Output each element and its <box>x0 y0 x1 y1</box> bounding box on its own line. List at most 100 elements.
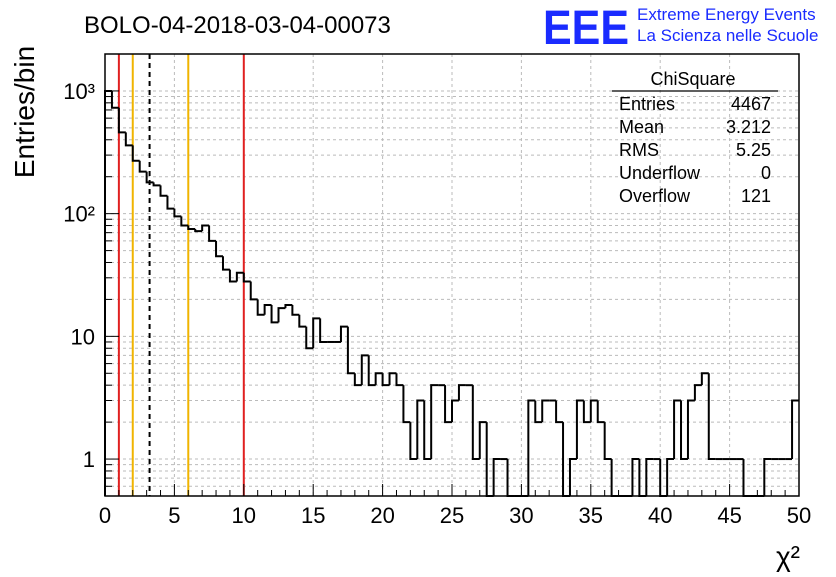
histogram-bin <box>221 256 230 271</box>
histogram-bin <box>249 281 258 301</box>
histogram-bin <box>444 385 452 424</box>
histogram-bin <box>117 107 126 134</box>
x-tick-label: 35 <box>579 503 603 528</box>
histogram-bin <box>388 372 397 386</box>
histogram-bin <box>208 225 217 242</box>
histogram-bin <box>680 400 688 461</box>
histogram-bin <box>138 160 147 173</box>
histogram-bin <box>527 399 536 496</box>
histogram-bin <box>159 185 168 197</box>
histogram-bin <box>457 384 466 401</box>
histogram-bin <box>686 399 695 460</box>
x-tick-label: 10 <box>232 503 256 528</box>
histogram-bin <box>291 305 300 316</box>
histogram-bin <box>263 304 272 315</box>
histogram-bin <box>402 385 411 424</box>
histogram-bin <box>596 400 605 424</box>
histogram-bin <box>166 195 175 210</box>
histogram-bin <box>367 355 376 387</box>
histogram-bin <box>582 400 591 424</box>
x-tick-label: 45 <box>717 503 741 528</box>
stats-label-entries: Entries <box>619 94 675 114</box>
histogram-bin <box>312 317 321 349</box>
histogram-bin <box>575 399 584 460</box>
histogram-bin <box>152 182 161 187</box>
stats-value-rms: 5.25 <box>736 140 771 160</box>
histogram-bin <box>256 299 265 316</box>
histogram-bin <box>187 225 196 230</box>
x-tick-label: 50 <box>787 503 811 528</box>
y-tick-label: 10² <box>63 202 95 227</box>
histogram-bin <box>374 372 383 386</box>
y-tick-label: 10³ <box>63 79 95 104</box>
stats-label-underflow: Underflow <box>619 163 701 183</box>
histogram-bin <box>194 228 203 233</box>
stats-value-overflow: 121 <box>741 186 771 206</box>
logo-letters: EEE <box>543 2 629 55</box>
tick-labels: 0 5 10 15 20 25 30 35 40 45 50 1 10 10² 10³ <box>63 79 811 528</box>
histogram-bins <box>104 89 799 497</box>
histogram-bin <box>319 318 328 343</box>
histogram-bin <box>284 304 293 309</box>
histogram-bin <box>201 224 210 232</box>
histogram-bin <box>277 307 286 323</box>
histogram-title: BOLO-04-2018-03-04-00073 <box>84 12 391 39</box>
histogram-bin <box>492 458 501 496</box>
histogram-bin <box>346 326 355 375</box>
stats-value-mean: 3.212 <box>726 117 771 137</box>
histogram-bin <box>381 373 390 387</box>
histogram-bin <box>228 269 237 283</box>
histogram-bin <box>707 373 716 461</box>
y-tick-label: 10 <box>71 324 95 349</box>
histogram-bin <box>423 400 432 461</box>
histogram-bin <box>305 326 314 350</box>
x-tick-label: 5 <box>168 503 180 528</box>
stats-value-underflow: 0 <box>761 163 771 183</box>
histogram-bin <box>298 314 307 328</box>
histogram-bin <box>568 458 577 496</box>
x-tick-label: 40 <box>648 503 672 528</box>
histogram-bin <box>673 399 682 460</box>
histogram-bin <box>589 399 598 423</box>
stats-label-overflow: Overflow <box>619 186 691 206</box>
eee-logo: EEE Extreme Energy Events La Scienza nel… <box>543 2 818 55</box>
histogram-bin <box>471 385 480 461</box>
histogram-bin <box>242 272 251 283</box>
histogram-bin <box>631 458 640 496</box>
histogram-bin <box>451 399 459 423</box>
histogram-bin <box>534 400 543 424</box>
histogram-bin <box>145 171 154 184</box>
x-tick-label: 15 <box>301 503 325 528</box>
histogram-bin <box>131 145 140 162</box>
histogram-bin <box>395 373 404 387</box>
histogram-bin <box>353 373 362 387</box>
logo-line-2: La Scienza nelle Scuole <box>637 26 818 45</box>
stats-label-mean: Mean <box>619 117 664 137</box>
y-axis-title: Entries/bin <box>9 46 40 178</box>
stats-box-title: ChiSquare <box>650 69 735 89</box>
x-tick-label: 20 <box>370 503 394 528</box>
axis-ticks <box>104 90 800 496</box>
logo-line-1: Extreme Energy Events <box>637 5 816 24</box>
stats-label-rms: RMS <box>619 140 659 160</box>
histogram-bin <box>180 216 189 227</box>
histogram-bin <box>555 400 564 424</box>
stats-box: ChiSquare Entries 4467 Mean 3.212 RMS 5.… <box>612 69 778 206</box>
x-axis-title: χ² <box>776 541 800 572</box>
histogram-bin <box>124 132 133 147</box>
histogram-bin <box>215 240 223 258</box>
histogram-bin <box>693 384 702 401</box>
histogram-bin <box>791 399 799 460</box>
grid-lines <box>105 54 799 496</box>
histogram-bin <box>360 354 369 386</box>
x-tick-label: 25 <box>440 503 464 528</box>
histogram-bin <box>541 399 550 423</box>
y-tick-label: 1 <box>83 447 95 472</box>
x-tick-label: 30 <box>509 503 533 528</box>
histogram-bin <box>173 208 182 218</box>
histogram-bin <box>603 422 612 461</box>
histogram-bin <box>409 422 418 461</box>
